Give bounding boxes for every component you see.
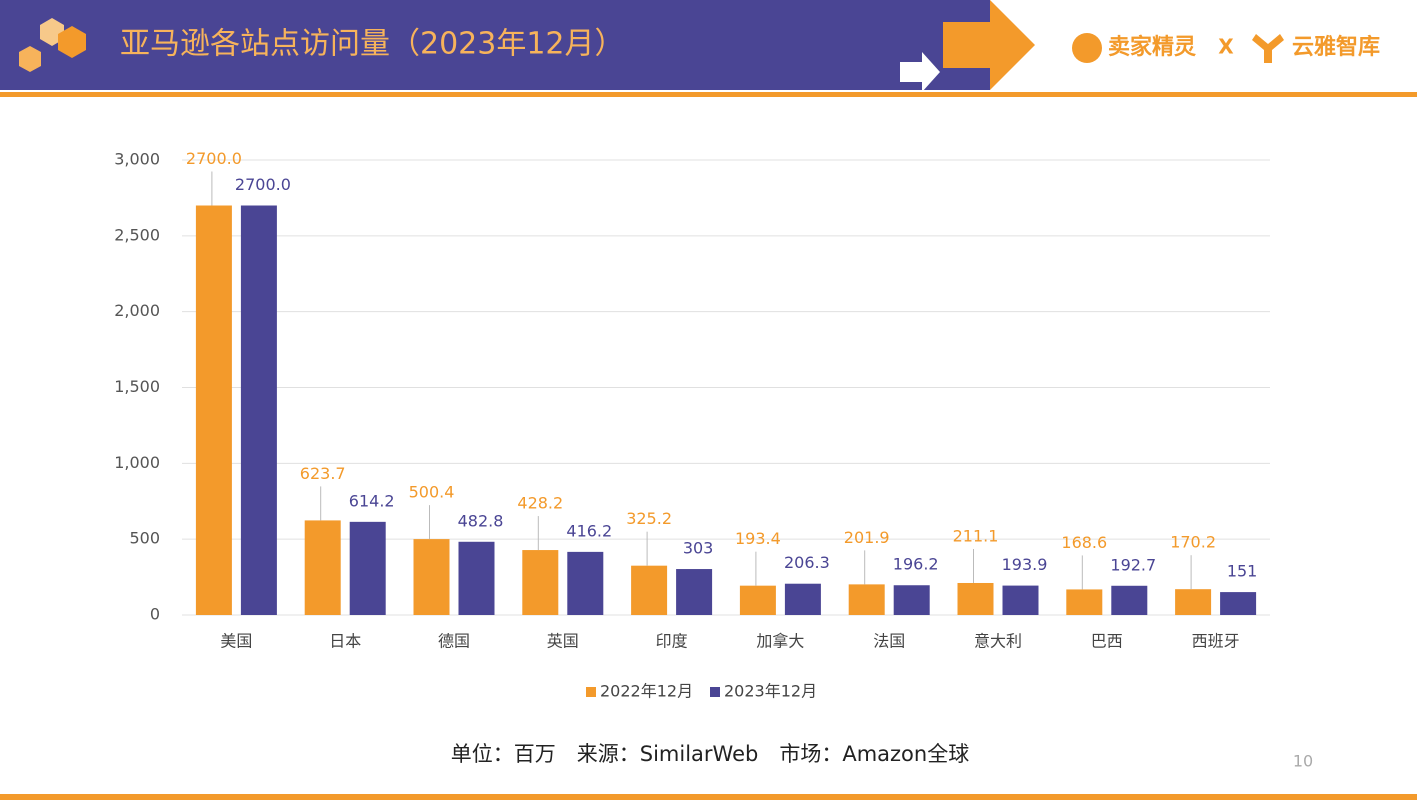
legend-swatch <box>586 687 596 697</box>
value-label: 2700.0 <box>235 175 291 194</box>
bar <box>240 205 277 615</box>
bar <box>1220 592 1257 615</box>
bar <box>1002 585 1039 615</box>
value-label: 211.1 <box>953 526 999 545</box>
header-arrow <box>990 0 1035 90</box>
x-tick-label: 意大利 <box>974 632 1022 651</box>
value-label: 192.7 <box>1110 555 1156 574</box>
bar <box>195 205 232 615</box>
bar <box>304 520 341 615</box>
value-label: 193.9 <box>1002 555 1048 574</box>
legend-label: 2023年12月 <box>724 682 817 701</box>
value-label: 325.2 <box>626 509 672 528</box>
bar <box>893 585 930 615</box>
legend-swatch <box>710 687 720 697</box>
brand-icon <box>1252 34 1284 63</box>
x-tick-label: 巴西 <box>1091 632 1123 651</box>
value-label: 168.6 <box>1061 533 1107 552</box>
value-label: 170.2 <box>1170 533 1216 552</box>
y-tick-label: 1,500 <box>114 377 160 396</box>
bar <box>1175 589 1212 615</box>
bar <box>567 551 604 615</box>
value-label: 500.4 <box>409 483 455 502</box>
value-label: 623.7 <box>300 464 346 483</box>
bar <box>1066 589 1103 615</box>
bar <box>957 582 994 615</box>
value-label: 206.3 <box>784 553 830 572</box>
value-label: 416.2 <box>566 521 612 540</box>
y-tick-label: 500 <box>129 529 160 548</box>
x-tick-label: 美国 <box>220 632 252 651</box>
value-label: 614.2 <box>349 491 395 510</box>
y-tick-label: 0 <box>150 605 160 624</box>
value-label: 151 <box>1227 562 1258 581</box>
page-number: 10 <box>1293 752 1313 771</box>
bar <box>739 585 776 615</box>
header-rule <box>0 92 1417 97</box>
footer-rule <box>0 794 1417 800</box>
bar <box>1111 585 1148 615</box>
y-tick-label: 2,000 <box>114 301 160 320</box>
bar <box>458 541 495 615</box>
x-tick-label: 加拿大 <box>756 632 804 651</box>
separator: X <box>1218 35 1234 59</box>
value-label: 193.4 <box>735 529 781 548</box>
value-label: 2700.0 <box>186 149 242 168</box>
footnote: 单位：百万 来源：SimilarWeb 市场：Amazon全球 <box>451 742 969 766</box>
bar <box>631 565 668 615</box>
brand-left: 卖家精灵 <box>1108 34 1196 60</box>
bar <box>848 584 885 615</box>
bar <box>349 521 386 615</box>
white-arrow <box>900 52 940 92</box>
value-label: 428.2 <box>517 494 563 513</box>
bar <box>676 569 713 615</box>
brand-right: 云雅智库 <box>1292 34 1380 60</box>
value-label: 201.9 <box>844 528 890 547</box>
brand-icon <box>1072 33 1102 63</box>
x-tick-label: 印度 <box>656 632 688 651</box>
bar <box>413 539 450 615</box>
value-label: 303 <box>683 539 714 558</box>
y-tick-label: 1,000 <box>114 453 160 472</box>
x-tick-label: 德国 <box>438 632 470 651</box>
title: 亚马逊各站点访问量（2023年12月） <box>120 27 625 62</box>
value-label: 196.2 <box>893 555 939 574</box>
x-tick-label: 法国 <box>873 632 905 651</box>
bar <box>522 550 559 615</box>
header-band <box>0 0 990 90</box>
bar <box>784 583 821 615</box>
x-tick-label: 日本 <box>329 632 361 651</box>
header-arrow-body <box>943 22 990 68</box>
y-tick-label: 3,000 <box>114 150 160 169</box>
value-label: 482.8 <box>458 511 504 530</box>
legend-label: 2022年12月 <box>600 682 693 701</box>
x-tick-label: 英国 <box>547 632 579 651</box>
y-tick-label: 2,500 <box>114 225 160 244</box>
hex-icon <box>58 26 86 58</box>
hex-icon <box>19 46 41 72</box>
x-tick-label: 西班牙 <box>1192 632 1240 651</box>
